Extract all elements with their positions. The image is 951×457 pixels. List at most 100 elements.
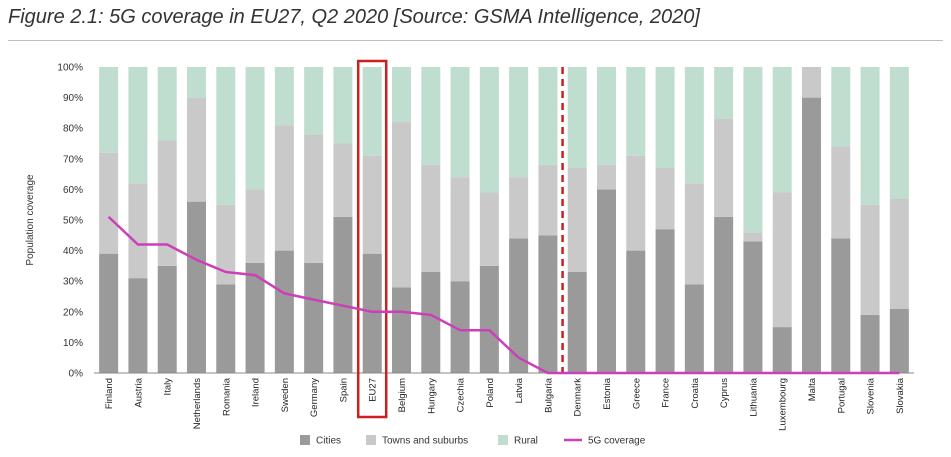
bar-segment: [626, 155, 646, 251]
bar-segment: [392, 122, 411, 288]
bar-segment: [831, 146, 851, 239]
bar-segment: [567, 167, 587, 273]
bar-segment: [333, 67, 353, 144]
category-label: Luxembourg: [778, 378, 789, 431]
bar-segment: [655, 67, 675, 168]
category-label: Cyprus: [719, 378, 730, 408]
bar-segment: [450, 67, 470, 178]
bar-segment: [567, 272, 587, 373]
bar-segment: [421, 272, 441, 373]
chart-annotations: [94, 59, 914, 419]
bar-segment: [362, 253, 382, 373]
bar-segment: [889, 308, 909, 373]
bar-segment: [743, 67, 763, 233]
y-tick-label: 70%: [63, 154, 83, 165]
legend-label: Towns and suburbs: [382, 436, 468, 447]
category-label: Finland: [104, 378, 115, 409]
bar-segment: [538, 235, 558, 373]
y-tick-label: 0%: [69, 369, 84, 380]
y-tick-label: 50%: [63, 216, 83, 227]
category-label: Romania: [221, 377, 232, 416]
bar-segment: [216, 284, 236, 373]
legend-label: Cities: [316, 436, 341, 447]
y-tick-label: 80%: [63, 124, 83, 135]
bar-segment: [479, 265, 499, 373]
legend-swatch: [498, 435, 508, 445]
bar-segment: [304, 262, 324, 373]
bar-segment: [597, 189, 616, 373]
bar-segment: [626, 67, 646, 156]
bar-segment: [772, 327, 792, 373]
bar-segment: [655, 229, 675, 373]
bar-segment: [304, 134, 324, 263]
category-label: Austria: [133, 377, 144, 407]
y-axis-label: Population coverage: [25, 174, 36, 266]
bar-segment: [128, 67, 148, 184]
category-label: Sweden: [280, 378, 291, 412]
category-label: Slovakia: [895, 377, 906, 414]
y-tick-label: 40%: [63, 246, 83, 257]
legend-label: 5G coverage: [588, 436, 646, 447]
bar-segment: [509, 67, 529, 178]
bar-segment: [274, 67, 294, 126]
bar-segment: [274, 125, 294, 251]
bar-segment: [509, 238, 529, 373]
bar-segment: [743, 232, 763, 242]
category-label: Lithuania: [748, 377, 759, 416]
category-label: Italy: [163, 378, 174, 396]
bar-segment: [538, 164, 558, 236]
bar-segment: [860, 67, 880, 205]
bar-segment: [597, 164, 616, 190]
bar-segment: [99, 253, 119, 373]
bar-segment: [99, 67, 119, 153]
bar-segment: [421, 164, 441, 273]
bar-segment: [187, 67, 206, 98]
5g-coverage-line: [107, 215, 900, 375]
category-label: Malta: [807, 377, 818, 401]
bar-segment: [743, 241, 763, 373]
bar-segment: [714, 216, 734, 373]
bar-segment: [597, 67, 616, 165]
category-label: Germany: [309, 378, 320, 417]
category-label: Bulgaria: [543, 377, 554, 413]
bar-segment: [392, 67, 411, 123]
category-label: Ireland: [251, 378, 262, 407]
bar-segment: [450, 281, 470, 373]
bar-segment: [831, 67, 851, 147]
category-label: Estonia: [602, 377, 613, 409]
bar-segment: [889, 67, 909, 199]
bar-segment: [860, 204, 880, 315]
category-label: Croatia: [690, 377, 701, 408]
eu27-highlight-box: [356, 59, 388, 419]
bar-segment: [128, 183, 148, 279]
bar-segment: [802, 97, 821, 373]
category-label: Spain: [338, 378, 349, 402]
category-label: Poland: [485, 378, 496, 408]
y-tick-label: 90%: [63, 93, 83, 104]
bar-segment: [157, 265, 177, 373]
category-label: Latvia: [514, 377, 525, 403]
bar-segment: [684, 183, 704, 285]
category-label: Portugal: [836, 378, 847, 413]
bar-segment: [714, 119, 734, 217]
bar-segment: [245, 262, 265, 373]
bar-segment: [421, 67, 441, 165]
y-tick-label: 30%: [63, 277, 83, 288]
bar-segment: [392, 287, 411, 373]
bar-segment: [538, 67, 558, 165]
category-label: Belgium: [397, 378, 408, 412]
bar-segment: [245, 67, 265, 190]
bar-segment: [479, 67, 499, 193]
bar-segment: [509, 177, 529, 239]
category-label: Hungary: [426, 378, 437, 414]
category-label: EU27: [368, 378, 379, 402]
bar-segment: [860, 314, 880, 373]
bar-segment: [655, 167, 675, 230]
bar-segment: [157, 140, 177, 266]
bar-segment: [450, 177, 470, 282]
title-divider: [8, 40, 943, 41]
bar-segment: [245, 189, 265, 263]
category-label: Denmark: [573, 378, 584, 417]
bar-segment: [802, 67, 821, 98]
